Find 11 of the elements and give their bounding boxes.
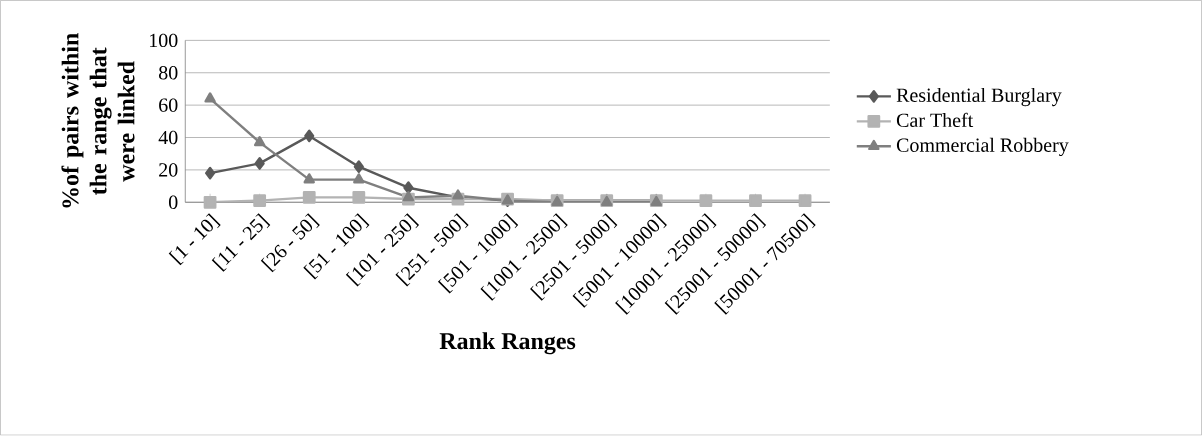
y-tick-label: 80 [158, 66, 178, 80]
y-tick-label: 20 [159, 163, 178, 177]
y-tick-label: 100 [149, 33, 178, 48]
y-axis-title: %of pairs within the range that were linked [61, 33, 135, 208]
legend-label: Commercial Robbery [896, 138, 1069, 157]
legend-label: Car Theft [896, 113, 974, 128]
y-tick-label: 40 [158, 131, 178, 145]
legend-label: Residential Burglary [896, 88, 1062, 107]
x-axis-title: Rank Ranges [439, 332, 576, 355]
y-tick-label: 60 [159, 98, 178, 113]
y-tick-label: 0 [168, 195, 178, 210]
